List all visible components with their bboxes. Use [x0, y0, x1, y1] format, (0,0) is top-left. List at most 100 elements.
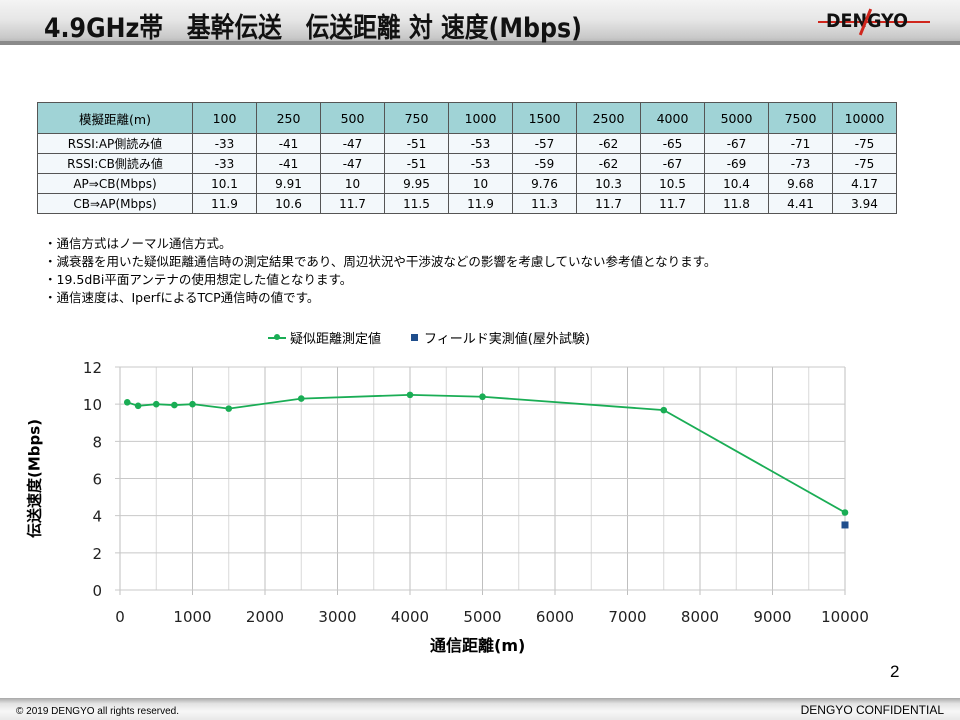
x-tick-label: 9000 — [753, 608, 791, 626]
legend-item-field: フィールド実測値(屋外試験) — [411, 328, 590, 347]
x-tick-label: 8000 — [681, 608, 719, 626]
table-row: AP⇒CB(Mbps) 10.1 9.91 10 9.95 10 9.76 10… — [37, 173, 897, 194]
table-cell: -51 — [384, 153, 449, 174]
table-cell: 9.95 — [384, 173, 449, 194]
y-tick-label: 10 — [83, 396, 102, 414]
line-marker-icon — [268, 333, 286, 340]
chart-series — [123, 391, 849, 529]
data-point — [152, 400, 160, 408]
table-cell: 10.4 — [704, 173, 769, 194]
table-cell: 10.6 — [256, 193, 321, 214]
table-cell: -75 — [832, 153, 897, 174]
table-cell: 11.8 — [704, 193, 769, 214]
data-point — [297, 395, 305, 402]
logo-line-decoration — [818, 21, 930, 23]
table-cell: 11.5 — [384, 193, 449, 214]
table-cell: 11.7 — [640, 193, 705, 214]
x-tick-label: 1000 — [173, 608, 211, 626]
simulated-series-line — [126, 393, 846, 514]
table-cell: 9.76 — [512, 173, 577, 194]
table-cell: -65 — [640, 133, 705, 154]
table-cell: -67 — [640, 153, 705, 174]
page-number: 2 — [890, 662, 900, 681]
dengyo-logo: DENGYO — [818, 8, 930, 36]
x-axis-label: 通信距離(m) — [430, 636, 526, 655]
table-cell: 10 — [448, 173, 513, 194]
field-data-point — [841, 521, 849, 529]
table-cell: 11.7 — [576, 193, 641, 214]
data-point — [479, 393, 486, 401]
slide-footer — [0, 698, 960, 720]
data-point — [660, 406, 668, 414]
copyright-text: © 2019 DENGYO all rights reserved. — [16, 706, 179, 717]
table-cell: -47 — [320, 153, 385, 174]
data-point — [406, 391, 414, 399]
header-divider — [0, 41, 960, 45]
table-cell: 11.3 — [512, 193, 577, 214]
table-cell: 11.9 — [448, 193, 513, 214]
table-cell: 9.68 — [768, 173, 833, 194]
x-tick-label: 6000 — [536, 608, 574, 626]
table-header-label: 模擬距離(m) — [37, 102, 193, 134]
confidential-label: DENGYO CONFIDENTIAL — [800, 703, 944, 717]
note-item: ・減衰器を用いた疑似距離通信時の測定結果であり、周辺状況や干渉波などの影響を考慮… — [44, 254, 717, 269]
data-point — [225, 405, 233, 412]
distance-cell: 100 — [192, 102, 257, 134]
table-cell: -62 — [576, 133, 641, 154]
legend-item-simulated: 疑似距離測定値 — [268, 328, 381, 347]
table-row: CB⇒AP(Mbps) 11.9 10.6 11.7 11.5 11.9 11.… — [37, 193, 897, 214]
table-cell: 10.5 — [640, 173, 705, 194]
table-row: RSSI:CB側読み値 -33 -41 -47 -51 -53 -59 -62 … — [37, 153, 897, 174]
table-cell: 3.94 — [832, 193, 897, 214]
data-point — [189, 400, 196, 408]
table-cell: -57 — [512, 133, 577, 154]
table-row: RSSI:AP側読み値 -33 -41 -47 -51 -53 -57 -62 … — [37, 133, 897, 154]
table-cell: -53 — [448, 153, 513, 174]
legend-label: 疑似距離測定値 — [290, 332, 382, 347]
distance-cell: 500 — [320, 102, 385, 134]
table-cell: 11.9 — [192, 193, 257, 214]
row-label: CB⇒AP(Mbps) — [37, 193, 193, 214]
table-cell: 11.7 — [320, 193, 385, 214]
table-cell: -67 — [704, 133, 769, 154]
y-tick-label: 2 — [92, 545, 102, 563]
y-tick-label: 6 — [92, 471, 102, 489]
data-point — [123, 399, 131, 406]
distance-cell: 4000 — [640, 102, 705, 134]
chart-grid — [115, 366, 846, 595]
table-cell: -53 — [448, 133, 513, 154]
table-cell: 4.41 — [768, 193, 833, 214]
row-label: RSSI:CB側読み値 — [37, 153, 193, 174]
slide-header — [0, 0, 960, 44]
square-marker-icon — [411, 334, 419, 341]
y-tick-label: 12 — [83, 359, 102, 377]
distance-cell: 1500 — [512, 102, 577, 134]
distance-cell: 250 — [256, 102, 321, 134]
y-tick-label: 8 — [92, 433, 102, 451]
note-item: ・19.5dBi平面アンテナの使用想定した値となります。 — [44, 272, 353, 287]
row-label: RSSI:AP側読み値 — [37, 133, 193, 154]
table-cell: -41 — [256, 133, 321, 154]
table-cell: -69 — [704, 153, 769, 174]
data-point — [841, 509, 849, 516]
x-tick-label: 0 — [115, 608, 125, 626]
table-cell: 10.1 — [192, 173, 257, 194]
table-cell: -33 — [192, 133, 257, 154]
note-item: ・通信速度は、IperfによるTCP通信時の値です。 — [44, 290, 320, 305]
table-cell: -33 — [192, 153, 257, 174]
distance-cell: 5000 — [704, 102, 769, 134]
x-tick-label: 5000 — [463, 608, 501, 626]
distance-cell: 7500 — [768, 102, 833, 134]
table-header-row: 模擬距離(m) 100 250 500 750 1000 1500 2500 4… — [37, 102, 897, 134]
slide-title: 4.9GHz帯 基幹伝送 伝送距離 対 速度(Mbps) — [44, 13, 583, 44]
table-cell: -47 — [320, 133, 385, 154]
x-tick-label: 10000 — [821, 608, 869, 626]
legend-label: フィールド実測値(屋外試験) — [424, 332, 590, 347]
axis-ticks: 0 2 4 6 8 10 12 0 1000 2000 3000 4000 5000 6000 7000 80… — [83, 359, 869, 626]
chart-legend: 疑似距離測定値 フィールド実測値(屋外試験) — [268, 328, 620, 347]
x-tick-label: 2000 — [246, 608, 284, 626]
data-point — [134, 402, 142, 410]
x-tick-label: 7000 — [608, 608, 646, 626]
distance-cell: 1000 — [448, 102, 513, 134]
table-cell: -59 — [512, 153, 577, 174]
